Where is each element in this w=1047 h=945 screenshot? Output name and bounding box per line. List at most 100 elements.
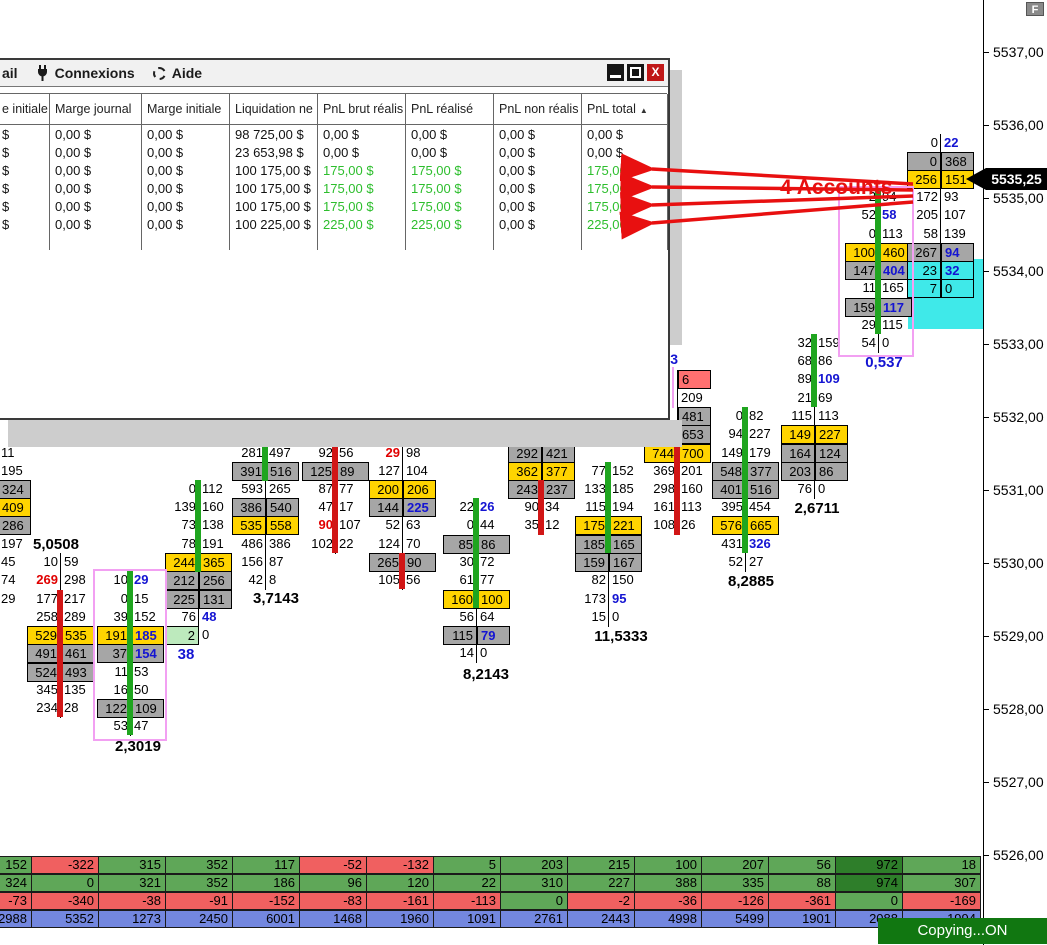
footprint-cell-bid: 78 (181, 536, 196, 551)
column-header[interactable]: PnL total ▲ (587, 102, 648, 116)
column-header[interactable]: PnL brut réalis (323, 102, 404, 116)
account-cell[interactable]: 175,00 $ (323, 181, 374, 196)
footprint-cell-bid: 37 (97, 644, 131, 663)
account-cell[interactable]: 0,00 $ (411, 145, 448, 160)
footprint-cell-ask: 95 (612, 591, 627, 606)
footprint-cell-ask: 377 (542, 462, 575, 481)
footprint-mode-button[interactable]: F (1026, 2, 1044, 16)
account-cell[interactable]: 175,00 $ (411, 181, 462, 196)
delta-cell: 352 (165, 874, 233, 892)
footprint-cell-ask: 113 (681, 499, 702, 514)
account-cell[interactable]: 100 175,00 $ (235, 199, 311, 214)
menu-item-portail[interactable]: ail (2, 65, 18, 81)
cell-divider (402, 480, 403, 499)
footprint-cell-bid: 124 (378, 536, 400, 551)
account-cell[interactable]: 0,00 $ (587, 145, 624, 160)
account-cell[interactable]: 0,00 $ (147, 181, 184, 196)
account-cell[interactable]: 0,00 $ (55, 217, 92, 232)
maximize-button[interactable] (627, 64, 644, 81)
account-cell[interactable]: 0,00 $ (499, 127, 536, 142)
footprint-cell-bid: 42 (248, 572, 263, 587)
account-cell[interactable]: 0,00 $ (499, 217, 536, 232)
footprint-cell-bid: 76 (797, 481, 812, 496)
column-header[interactable]: Liquidation ne (235, 102, 313, 116)
footprint-column: 0 22 0 368 256 151 172 93 205 107 58 139 267 94 23 32 7 0 (907, 0, 975, 945)
footprint-cell-bid: 265 (369, 553, 403, 572)
account-cell[interactable]: 0,00 $ (499, 145, 536, 160)
cell-divider (677, 370, 678, 389)
footprint-cell-ask: 69 (818, 390, 833, 405)
account-cell[interactable]: 175,00 $ (587, 199, 638, 214)
account-cell[interactable]: 0,00 $ (147, 145, 184, 160)
account-cell[interactable]: 0,00 $ (323, 145, 360, 160)
account-cell[interactable]: $ (2, 127, 10, 142)
cell-divider (541, 444, 542, 463)
account-cell[interactable]: 0,00 $ (147, 163, 184, 178)
menu-label: ail (2, 65, 18, 81)
account-cell[interactable]: 0,00 $ (147, 217, 184, 232)
account-cell[interactable]: 0,00 $ (147, 127, 184, 142)
cell-divider (940, 206, 941, 225)
column-header[interactable]: PnL non réalis (499, 102, 579, 116)
column-header[interactable]: e initiale (2, 102, 48, 116)
account-cell[interactable]: $ (2, 199, 10, 214)
account-cell[interactable]: 0,00 $ (499, 163, 536, 178)
account-cell[interactable]: 175,00 $ (411, 163, 462, 178)
account-cell[interactable]: 0,00 $ (55, 163, 92, 178)
account-cell[interactable]: 98 725,00 $ (235, 127, 304, 142)
account-cell[interactable]: 175,00 $ (587, 163, 638, 178)
account-cell[interactable]: 0,00 $ (55, 127, 92, 142)
account-cell[interactable]: 0,00 $ (55, 181, 92, 196)
footprint-cell-ask: 113 (882, 226, 903, 241)
column-header[interactable]: Marge journal (55, 102, 132, 116)
account-cell[interactable]: 23 653,98 $ (235, 145, 304, 160)
account-cell[interactable]: 0,00 $ (499, 199, 536, 214)
footprint-column: 281 497 391 516 593 265 386 540 535 558 486 386 156 8… (232, 0, 300, 945)
cell-divider (940, 243, 941, 262)
account-cell[interactable]: 225,00 $ (411, 217, 462, 232)
account-cell[interactable]: 0,00 $ (499, 181, 536, 196)
footprint-cell-ask: 107 (944, 207, 966, 222)
footprint-cell-bid: 524 (27, 663, 61, 682)
delta-cell: -91 (165, 892, 233, 910)
account-cell[interactable]: 100 225,00 $ (235, 217, 311, 232)
column-header[interactable]: Marge initiale (147, 102, 222, 116)
footprint-cell-ask: 64 (480, 609, 495, 624)
account-cell[interactable]: $ (2, 217, 10, 232)
account-cell[interactable]: 0,00 $ (55, 199, 92, 214)
footprint-cell-ask: 0 (480, 645, 488, 660)
cluster-stat-label: 2,3019 (115, 738, 161, 755)
account-cell[interactable]: 175,00 $ (323, 199, 374, 214)
account-cell[interactable]: 175,00 $ (411, 199, 462, 214)
account-cell[interactable]: 225,00 $ (587, 217, 638, 232)
footprint-column: 92 56 125 89 87 77 47 17 90 107 102 22 (302, 0, 370, 945)
account-cell[interactable]: $ (2, 145, 10, 160)
footprint-cell-ask: 497 (269, 445, 291, 460)
menu-item-connexions[interactable]: Connexions (36, 65, 135, 81)
account-cell[interactable]: 0,00 $ (323, 127, 360, 142)
footprint-cell-ask: 44 (480, 517, 495, 532)
minimize-button[interactable] (607, 64, 624, 81)
column-header[interactable]: PnL réalisé (411, 102, 474, 116)
footprint-cell-bid: 149 (781, 425, 815, 444)
account-cell[interactable]: 0,00 $ (147, 199, 184, 214)
footprint-cell-bid: 77 (591, 463, 606, 478)
account-cell[interactable]: 175,00 $ (587, 181, 638, 196)
footprint-cell-bid: 203 (781, 462, 815, 481)
delta-cell: 307 (902, 874, 981, 892)
close-button[interactable]: X (647, 64, 664, 81)
account-cell[interactable]: 100 175,00 $ (235, 181, 311, 196)
account-cell[interactable]: 0,00 $ (55, 145, 92, 160)
footprint-cell-ask: 197 (1, 536, 23, 551)
account-cell[interactable]: $ (2, 181, 10, 196)
account-cell[interactable]: $ (2, 163, 10, 178)
cell-divider (60, 553, 61, 572)
footprint-cell-ask: 0 (818, 481, 826, 496)
account-cell[interactable]: 175,00 $ (323, 163, 374, 178)
delta-cell: 215 (567, 856, 635, 874)
account-cell[interactable]: 0,00 $ (411, 127, 448, 142)
menu-item-aide[interactable]: Aide (152, 65, 202, 81)
account-cell[interactable]: 100 175,00 $ (235, 163, 311, 178)
account-cell[interactable]: 225,00 $ (323, 217, 374, 232)
account-cell[interactable]: 0,00 $ (587, 127, 624, 142)
